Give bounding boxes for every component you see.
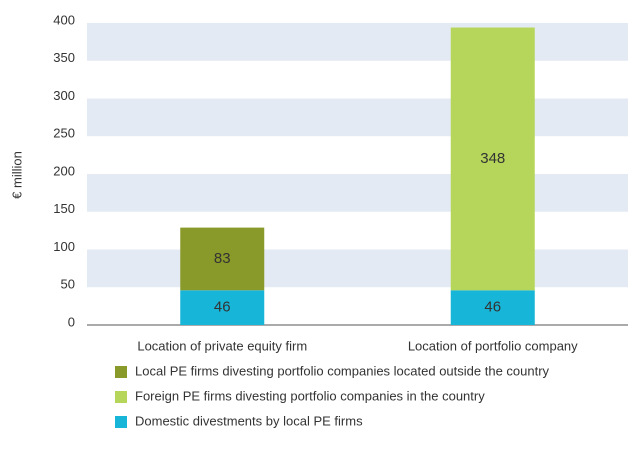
legend-label: Local PE firms divesting portfolio compa… <box>135 363 550 378</box>
y-tick-label: 400 <box>53 12 75 27</box>
y-tick-label: 50 <box>61 277 75 292</box>
y-tick-label: 300 <box>53 88 75 103</box>
legend-swatch <box>115 416 127 428</box>
x-tick-label: Location of portfolio company <box>408 338 578 353</box>
legend-swatch <box>115 366 127 378</box>
legend-swatch <box>115 391 127 403</box>
y-tick-label: 250 <box>53 126 75 141</box>
y-axis-label: € million <box>9 151 24 199</box>
legend-label: Domestic divestments by local PE firms <box>135 413 363 428</box>
bar-segment <box>180 227 265 291</box>
value-label: 46 <box>484 299 501 316</box>
grid-band <box>87 174 628 212</box>
value-label: 46 <box>214 299 231 316</box>
y-tick-label: 150 <box>53 201 75 216</box>
y-tick-label: 200 <box>53 163 75 178</box>
x-tick-label: Location of private equity firm <box>137 338 307 353</box>
bar-segment <box>450 27 535 291</box>
y-tick-label: 350 <box>53 50 75 65</box>
grid-band <box>87 23 628 61</box>
grid-band <box>87 98 628 137</box>
y-tick-label: 0 <box>68 314 75 329</box>
bar-segment <box>450 290 535 325</box>
value-label: 348 <box>480 150 505 167</box>
grid-band <box>87 249 628 288</box>
value-label: 83 <box>214 250 231 267</box>
legend-label: Foreign PE firms divesting portfolio com… <box>135 388 485 403</box>
y-tick-label: 100 <box>53 239 75 254</box>
bar-segment <box>180 290 265 325</box>
